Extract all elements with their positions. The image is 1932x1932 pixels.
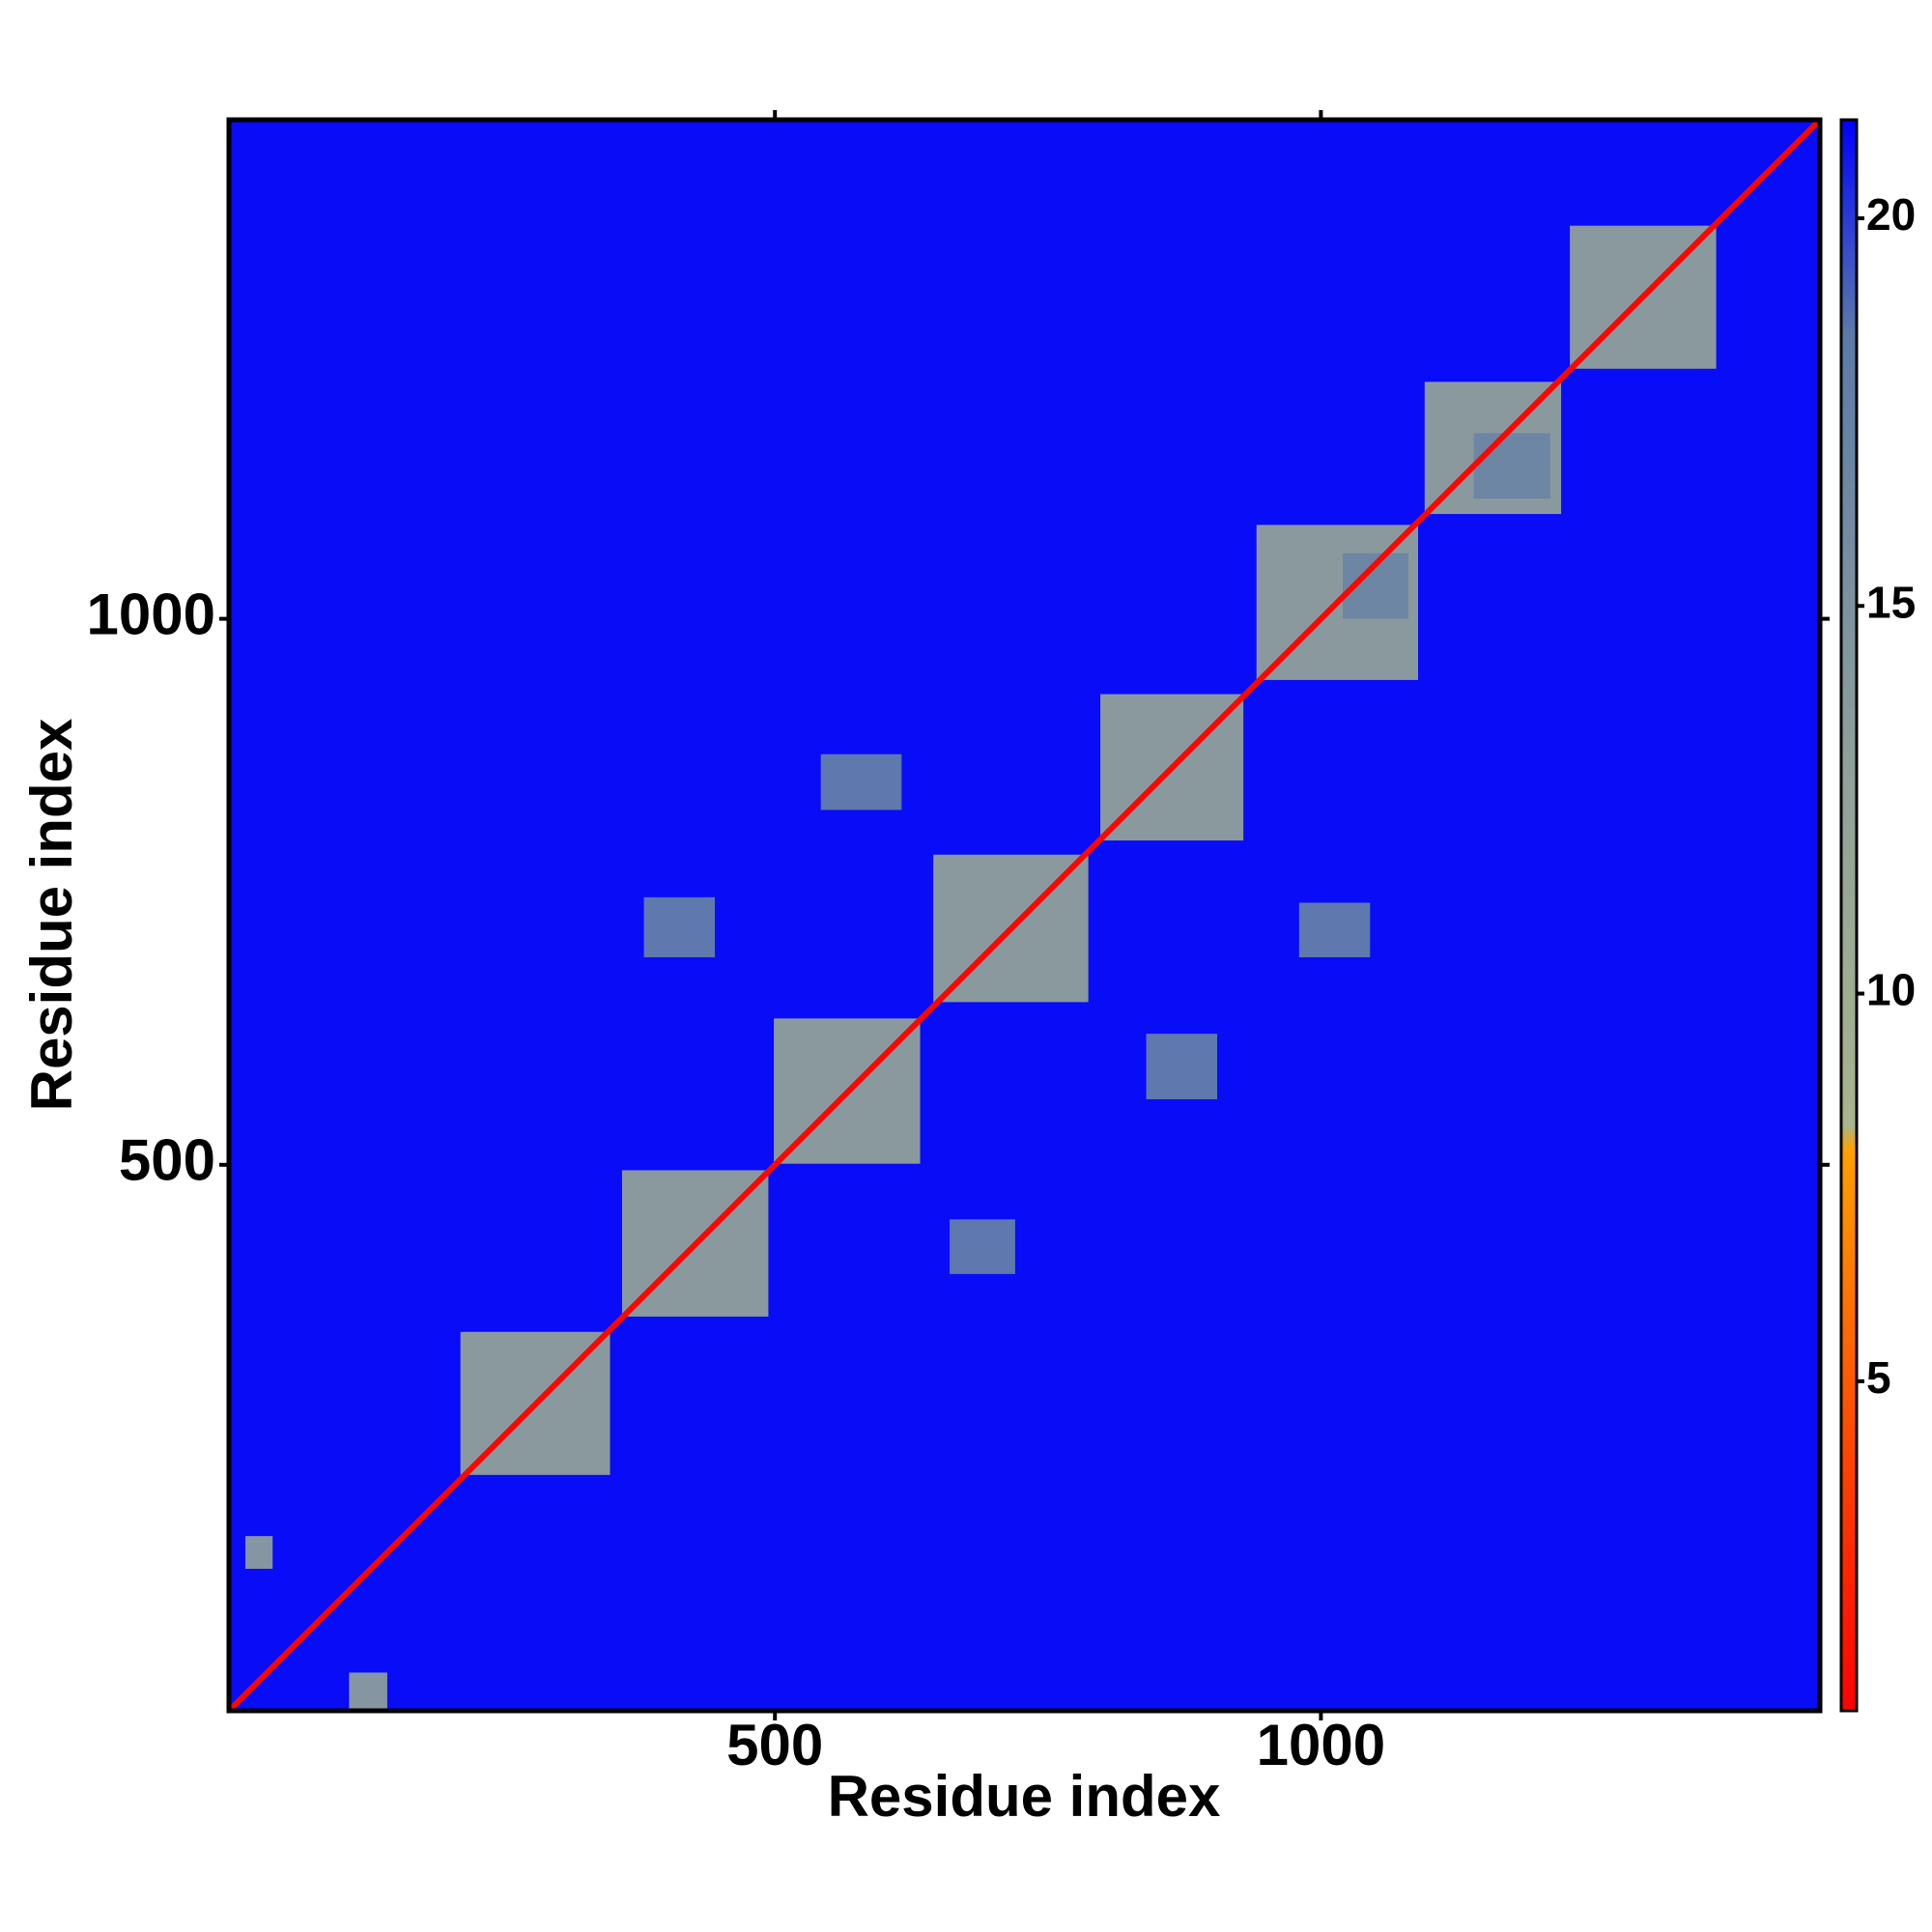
y-tick-label: 1000: [87, 582, 215, 646]
plot-frame: [226, 117, 1823, 1714]
heatmap-region: [244, 1536, 273, 1570]
x-axis-label: Residue index: [828, 1764, 1221, 1829]
heatmap-region: [349, 1672, 387, 1711]
heatmap-region: [950, 1219, 1015, 1274]
colorbar-tick-label: 20: [1866, 189, 1916, 240]
heatmap-region: [643, 896, 716, 958]
colorbar: [1839, 118, 1859, 1713]
colorbar-tick-label: 15: [1866, 577, 1916, 627]
heatmap-region: [1298, 902, 1371, 958]
y-tick-label: 500: [119, 1128, 215, 1193]
plot-area: [229, 120, 1820, 1711]
x-tick-label: 1000: [1257, 1713, 1385, 1777]
colorbar-tick-label: 10: [1866, 965, 1916, 1015]
colorbar-tick-label: 5: [1866, 1352, 1891, 1403]
heatmap-region: [1473, 433, 1550, 499]
y-axis-label: Residue index: [19, 719, 84, 1112]
heatmap-region: [1146, 1034, 1218, 1099]
diagonal: [229, 120, 1820, 1711]
x-tick-label: 500: [726, 1713, 823, 1777]
heatmap-region: [820, 753, 902, 810]
